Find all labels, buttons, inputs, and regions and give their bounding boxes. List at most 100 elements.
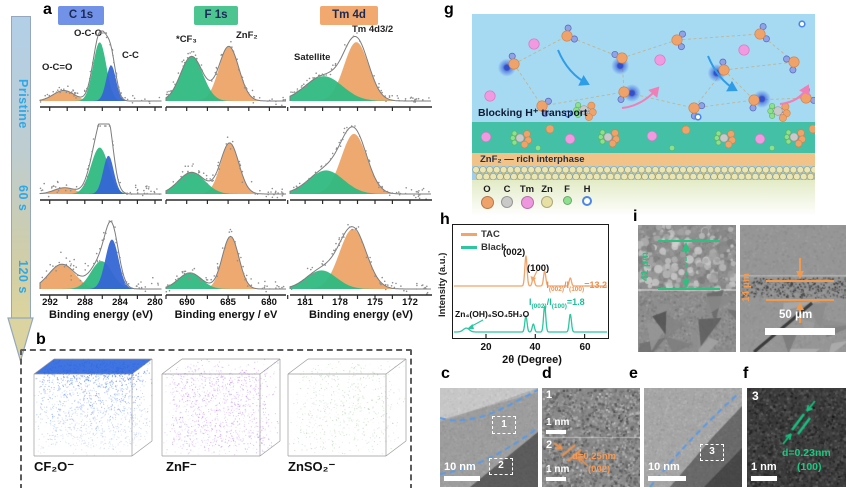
transport-arrow-pink bbox=[779, 84, 810, 105]
cube-1 bbox=[161, 358, 281, 457]
tm-ion bbox=[654, 54, 666, 66]
header-f1s: F 1s bbox=[194, 6, 238, 25]
tac-molecule bbox=[598, 129, 620, 148]
scatter-points bbox=[165, 228, 285, 293]
plane-f: (100) bbox=[797, 461, 822, 473]
panel-f-label: f bbox=[743, 365, 749, 382]
xps-spectrum-0-0 bbox=[39, 30, 162, 111]
legend-line-black bbox=[461, 246, 477, 249]
region-num-d1: 1 bbox=[546, 389, 553, 401]
legend-line-tac bbox=[461, 233, 477, 236]
xps-tick-label: 288 bbox=[77, 297, 93, 308]
dot-cloud bbox=[163, 358, 280, 456]
xps-tick-label: 181 bbox=[297, 297, 313, 308]
water-molecule bbox=[748, 90, 771, 112]
transport-arrow-blue bbox=[557, 49, 590, 86]
species-znso2: ZnSO₂⁻ bbox=[288, 459, 336, 474]
water-molecule bbox=[754, 23, 770, 43]
region-box-2: 2 bbox=[489, 458, 513, 475]
tm-ion bbox=[528, 38, 540, 50]
h-ion bbox=[798, 20, 806, 28]
xps-tick-label: 280 bbox=[147, 297, 163, 308]
scatter-points bbox=[166, 136, 284, 199]
caption-interphase: ZnF₂ — rich interphase bbox=[480, 154, 585, 165]
scale-label-e: 10 nm bbox=[648, 461, 680, 473]
peak-label-occo: O-C-O bbox=[74, 28, 102, 39]
tm-ion bbox=[738, 44, 750, 56]
header-tm4d: Tm 4d bbox=[320, 6, 378, 25]
peak-label-oco: O-C=O bbox=[42, 62, 73, 73]
axis-title-c1s: Binding energy (eV) bbox=[49, 309, 153, 321]
xps-spectrum-2-1 bbox=[165, 228, 286, 299]
scale-label-d1: 1 nm bbox=[546, 417, 570, 428]
xps-tick-label: 175 bbox=[367, 297, 383, 308]
panel-e-label: e bbox=[629, 365, 638, 382]
peak-label-znf2: ZnF₂ bbox=[236, 30, 258, 41]
dot-cloud bbox=[288, 360, 406, 455]
d-spacing-d: d=0.25nm bbox=[572, 451, 617, 462]
water-molecule bbox=[536, 97, 552, 117]
hrtem-image-f bbox=[747, 388, 846, 487]
tac-molecule bbox=[767, 102, 791, 122]
legend-H: H bbox=[578, 184, 596, 209]
xps-spectrum-1-2 bbox=[287, 125, 432, 204]
xps-tick-label: 685 bbox=[220, 297, 236, 308]
species-znf: ZnF⁻ bbox=[166, 459, 197, 474]
xrd-tick-label: 20 bbox=[480, 342, 492, 353]
panel-h-label: h bbox=[440, 211, 450, 228]
scatter-points bbox=[290, 223, 429, 295]
species-cf2o: CF₂O⁻ bbox=[34, 459, 75, 474]
scatter-points bbox=[39, 32, 161, 105]
sem-annotations bbox=[658, 240, 835, 335]
tac-molecule bbox=[783, 129, 806, 148]
xps-tick-label: 178 bbox=[332, 297, 348, 308]
tac-molecule bbox=[573, 101, 597, 121]
xps-spectrum-0-2 bbox=[287, 32, 432, 111]
water-molecule bbox=[561, 24, 578, 43]
scale-label-f: 1 nm bbox=[751, 461, 777, 473]
h-ion bbox=[564, 110, 572, 118]
panel-i-label: i bbox=[633, 208, 638, 225]
peak-label-tm4d32: Tm 4d3/2 bbox=[352, 24, 394, 35]
xps-spectrum-2-2 bbox=[287, 223, 432, 299]
xps-tick-label: 292 bbox=[42, 297, 58, 308]
xps-spectrum-2-0 bbox=[39, 220, 162, 299]
panel-d-label: d bbox=[542, 365, 552, 382]
dot-cloud bbox=[34, 358, 153, 456]
legend-label-tac: TAC bbox=[481, 229, 500, 240]
water-molecule bbox=[497, 52, 520, 77]
caption-blocking: Blocking H⁺ transport bbox=[478, 107, 588, 119]
xps-tick-label: 172 bbox=[402, 297, 418, 308]
tm-ion bbox=[754, 133, 766, 145]
zinc-anode-layer bbox=[472, 166, 815, 180]
schematic-panel: Blocking H⁺ transport ZnF₂ — rich interp… bbox=[472, 14, 815, 220]
timeline-60s: 60 s bbox=[16, 184, 30, 212]
adsorption-molecules bbox=[480, 124, 815, 151]
electrolyte-region bbox=[472, 14, 815, 122]
legend-label-black: Black bbox=[481, 242, 507, 253]
xps-tick-label: 680 bbox=[261, 297, 277, 308]
region-num-d2: 2 bbox=[546, 439, 553, 451]
water-molecule bbox=[611, 50, 630, 75]
water-molecule bbox=[783, 55, 800, 74]
axis-title-tm4d: Binding energy (eV) bbox=[309, 309, 413, 321]
electrolyte-molecules bbox=[484, 20, 815, 122]
peak-label-satellite: Satellite bbox=[294, 52, 331, 63]
sem-scale-bar bbox=[765, 328, 835, 335]
cube-0 bbox=[33, 358, 153, 457]
zinc-atoms bbox=[472, 166, 815, 180]
panel-c-label: c bbox=[441, 365, 450, 382]
tm-ion bbox=[484, 90, 496, 102]
legend-C: C bbox=[498, 184, 516, 209]
axis-title-f1s: Binding energy / eV bbox=[174, 309, 278, 321]
legend-tac: TAC bbox=[461, 229, 500, 240]
scale-bar-d1 bbox=[546, 430, 566, 434]
ratio-tac: I(002)/I(100)=13.2 bbox=[546, 280, 607, 293]
hrtem-image-d bbox=[542, 388, 640, 487]
xrd-tick-label: 60 bbox=[579, 342, 591, 353]
tm-ion bbox=[564, 133, 576, 145]
xps-tick-label: 284 bbox=[112, 297, 128, 308]
sem-scale-label: 50 μm bbox=[779, 309, 813, 321]
transport-arrow-pink bbox=[621, 86, 660, 109]
